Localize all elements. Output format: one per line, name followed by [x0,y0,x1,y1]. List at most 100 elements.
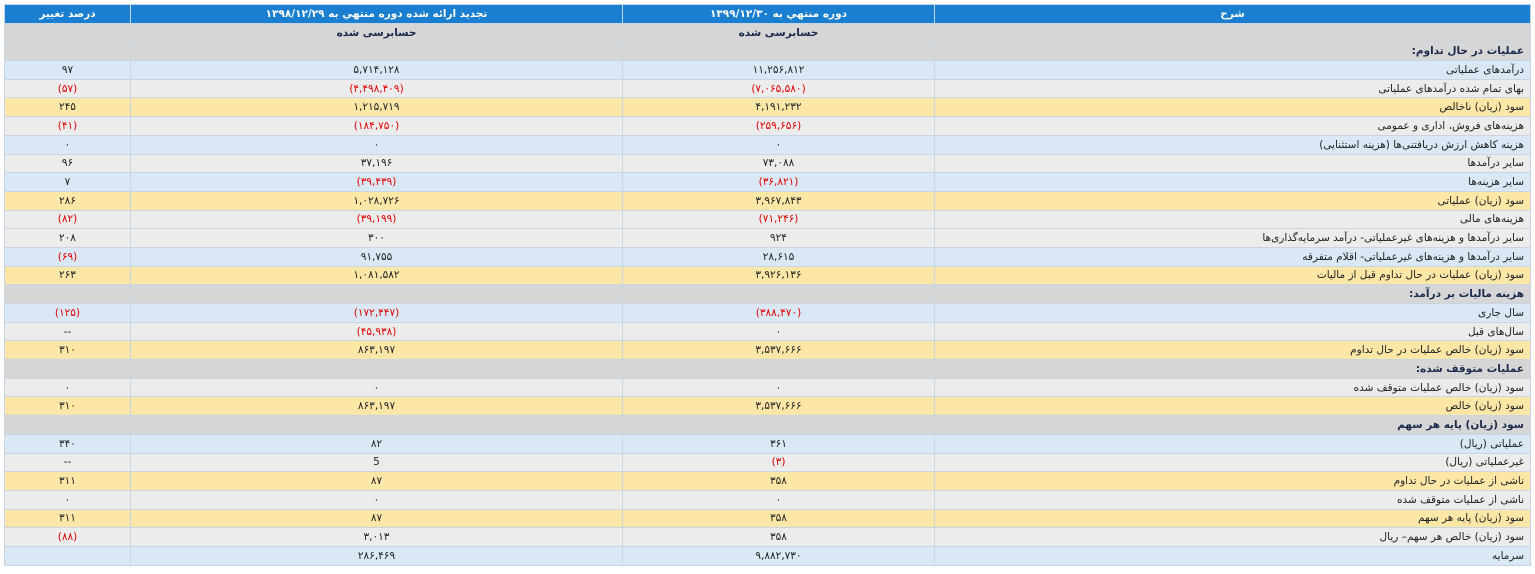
table-row: هزینه کاهش ارزش دریافتنی‌ها (هزینه استثن… [4,134,1531,155]
row-previous-value: 5 [130,452,623,473]
table-row: سود (زیان) خالص هر سهم– ریال ۳۵۸ ۳,۰۱۳ (۸۸) [4,527,1531,547]
row-label: سود (زیان) پایه هر سهم [934,508,1531,529]
row-current-value: ۱۱,۲۵۶,۸۱۲ [622,60,935,80]
row-current-value: ۷۳,۰۸۸ [622,153,935,174]
section-empty-pct [4,284,131,304]
row-current-value: (۷,۰۶۵,۵۸۰) [622,78,935,99]
section-row: عملیات متوقف شده: [4,359,1531,379]
row-previous-value: ۱,۰۲۸,۷۲۶ [130,190,623,211]
row-current-value: ۳,۵۳۷,۶۶۶ [622,396,935,417]
row-current-value: (۷۱,۲۴۶) [622,209,935,230]
section-empty-cur [622,41,935,62]
row-current-value: (۲۵۹,۶۵۶) [622,116,935,136]
row-label: غیرعملیاتی (ریال) [934,452,1531,473]
row-label: سود (زیان) ناخالص [934,97,1531,118]
row-current-value: (۳) [622,452,935,473]
row-percent-change: (۸۲) [4,209,131,230]
table-row: سود (زیان) عملیات در حال تداوم قبل از ما… [4,265,1531,286]
table-row: سایر درآمدها ۷۳,۰۸۸ ۳۷,۱۹۶ ۹۶ [4,153,1531,174]
row-current-value: ۳۵۸ [622,471,935,491]
section-empty-pct [4,359,131,379]
header-row: شرح دوره منتهي به ۱۳۹۹/۱۲/۳۰ تجدید ارائه… [4,4,1531,24]
row-label: سود (زیان) خالص عملیات متوقف شده [934,377,1531,398]
row-percent-change: ۲۰۸ [4,228,131,248]
status-percent-empty [4,22,131,43]
row-label: سود (زیان) خالص [934,396,1531,417]
row-percent-change: ۲۶۳ [4,265,131,286]
row-previous-value: ۸۷ [130,471,623,491]
section-empty-cur [622,359,935,379]
row-current-value: ۹,۸۸۲,۷۳۰ [622,545,935,566]
row-current-value: ۰ [622,134,935,155]
row-current-value: (۳۸۸,۴۷۰) [622,303,935,323]
section-row: عملیات در حال تداوم: [4,41,1531,62]
section-empty-pct [4,41,131,62]
row-previous-value: ۰ [130,134,623,155]
row-percent-change: ۰ [4,377,131,398]
row-label: سایر هزینه‌ها [934,172,1531,192]
table-row: سود (زیان) خالص ۳,۵۳۷,۶۶۶ ۸۶۳,۱۹۷ ۳۱۰ [4,396,1531,417]
row-previous-value: ۲۸۶,۴۶۹ [130,545,623,566]
table-row: عملیاتی (ریال) ۳۶۱ ۸۲ ۳۴۰ [4,433,1531,454]
row-previous-value: (۴۵,۹۳۸) [130,321,623,342]
row-previous-value: ۳۷,۱۹۶ [130,153,623,174]
row-previous-value: (۱۸۴,۷۵۰) [130,116,623,136]
table-row: هزینه‌های فروش، اداری و عمومی (۲۵۹,۶۵۶) (۱… [4,116,1531,136]
table-row: درآمدهای عملیاتی ۱۱,۲۵۶,۸۱۲ ۵,۷۱۴,۱۲۸ ۹۷ [4,60,1531,80]
table-row: سود (زیان) خالص عملیات متوقف شده ۰ ۰ ۰ [4,377,1531,398]
header-percent-change[interactable]: درصد تغییر [4,4,131,24]
row-label: سود (زیان) خالص هر سهم– ریال [934,527,1531,547]
row-label: هزینه کاهش ارزش دریافتنی‌ها (هزینه استثن… [934,134,1531,155]
row-label: سود (زیان) خالص عملیات در حال تداوم [934,340,1531,361]
row-previous-value: ۸۲ [130,433,623,454]
table-body: عملیات در حال تداوم: درآمدهای عملیاتی ۱۱,۲… [4,41,1531,566]
section-empty-prev [130,415,623,435]
table-row: هزینه‌های مالی (۷۱,۲۴۶) (۳۹,۱۹۹) (۸۲) [4,209,1531,230]
row-label: سود (زیان) عملیات در حال تداوم قبل از ما… [934,265,1531,286]
status-description-empty [934,22,1531,43]
row-percent-change: (۵۷) [4,78,131,99]
row-previous-value: ۰ [130,489,623,510]
row-percent-change: ۳۴۰ [4,433,131,454]
status-row: حسابرسی شده حسابرسی شده [4,22,1531,43]
row-current-value: ۳۵۸ [622,527,935,547]
section-empty-prev [130,41,623,62]
section-label: عملیات در حال تداوم: [934,41,1531,62]
row-previous-value: ۳,۰۱۳ [130,527,623,547]
section-empty-prev [130,284,623,304]
income-statement-table: شرح دوره منتهي به ۱۳۹۹/۱۲/۳۰ تجدید ارائه… [4,4,1531,566]
table-row: ناشی از عملیات متوقف شده ۰ ۰ ۰ [4,489,1531,510]
row-percent-change: (۱۲۵) [4,303,131,323]
row-label: هزینه‌های فروش، اداری و عمومی [934,116,1531,136]
row-previous-value: ۱,۲۱۵,۷۱۹ [130,97,623,118]
table-row: غیرعملیاتی (ریال) (۳) 5 -- [4,452,1531,473]
status-previous: حسابرسی شده [130,22,623,43]
row-previous-value: ۰ [130,377,623,398]
section-row: سود (زیان) پایه هر سهم [4,415,1531,435]
section-row: هزینه مالیات بر درآمد: [4,284,1531,304]
row-label: سرمایه [934,545,1531,566]
row-previous-value: (۱۷۲,۴۴۷) [130,303,623,323]
row-percent-change: ۳۱۰ [4,396,131,417]
row-label: سایر درآمدها [934,153,1531,174]
section-empty-cur [622,415,935,435]
header-description[interactable]: شرح [934,4,1531,24]
row-previous-value: ۸۷ [130,508,623,529]
header-current-period[interactable]: دوره منتهي به ۱۳۹۹/۱۲/۳۰ [622,4,935,24]
section-empty-prev [130,359,623,379]
row-label: درآمدهای عملیاتی [934,60,1531,80]
row-percent-change: (۶۹) [4,246,131,267]
row-label: ناشی از عملیات در حال تداوم [934,471,1531,491]
row-percent-change: -- [4,452,131,473]
row-current-value: ۹۲۴ [622,228,935,248]
row-current-value: ۲۸,۶۱۵ [622,246,935,267]
row-previous-value: (۳۹,۴۳۹) [130,172,623,192]
table-row: بهای تمام شده درآمدهای عملیاتی (۷,۰۶۵,۵۸۰… [4,78,1531,99]
row-previous-value: ۱,۰۸۱,۵۸۲ [130,265,623,286]
row-current-value: ۳,۹۲۶,۱۳۶ [622,265,935,286]
table-row: سایر درآمدها و هزینه‌های غیرعملیاتی- درآ… [4,228,1531,248]
row-previous-value: ۵,۷۱۴,۱۲۸ [130,60,623,80]
row-current-value: ۰ [622,489,935,510]
header-previous-period[interactable]: تجدید ارائه شده دوره منتهي به ۱۳۹۸/۱۲/۲۹ [130,4,623,24]
table-row: سود (زیان) ناخالص ۴,۱۹۱,۲۳۲ ۱,۲۱۵,۷۱۹ ۲۴۵ [4,97,1531,118]
